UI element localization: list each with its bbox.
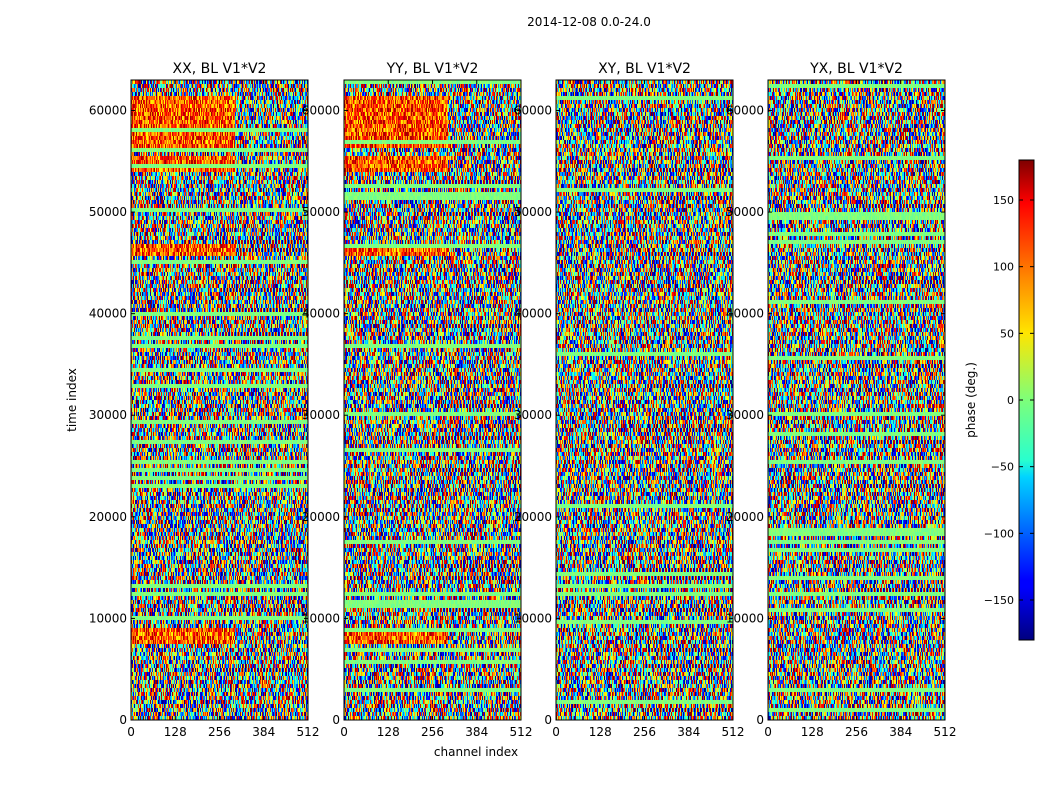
colorbar-tick-label: 50 — [1000, 327, 1014, 340]
y-tick-label: 10000 — [89, 611, 127, 625]
panel-title: YX, BL V1*V2 — [809, 61, 903, 77]
panel-yx: YX, BL V1*V2 0 128 256 384 512 0 10000 20000 3000… — [726, 61, 957, 739]
y-tick-label: 10000 — [726, 611, 764, 625]
x-tick-label: 256 — [845, 725, 868, 739]
x-tick-label: 384 — [889, 725, 912, 739]
y-tick-label: 50000 — [302, 205, 340, 219]
x-tick-label: 256 — [208, 725, 231, 739]
y-tick-label: 20000 — [302, 510, 340, 524]
panel-title: YY, BL V1*V2 — [386, 61, 479, 77]
y-tick-label: 40000 — [726, 307, 764, 321]
x-tick-label: 512 — [722, 725, 745, 739]
x-tick-label: 512 — [934, 725, 957, 739]
y-tick-label: 40000 — [89, 307, 127, 321]
y-tick-label: 30000 — [302, 408, 340, 422]
y-tick-label: 30000 — [726, 408, 764, 422]
x-tick-label: 128 — [801, 725, 824, 739]
colorbar-tick-label: −150 — [984, 594, 1014, 607]
x-tick-label: 128 — [377, 725, 400, 739]
y-tick-label: 60000 — [726, 103, 764, 117]
panel-yy: YY, BL V1*V2 0 128 256 384 512 0 10000 20000 3000… — [302, 61, 533, 739]
colorbar-tick-label: −100 — [984, 527, 1014, 540]
y-tick-label: 60000 — [514, 103, 552, 117]
x-tick-label: 0 — [340, 725, 348, 739]
y-tick-label: 0 — [544, 713, 552, 727]
figure-suptitle: 2014-12-08 0.0-24.0 — [527, 15, 651, 29]
y-tick-label: 20000 — [726, 510, 764, 524]
y-tick-label: 0 — [756, 713, 764, 727]
x-tick-label: 256 — [633, 725, 656, 739]
panels: XX, BL V1*V2 0 128 256 384 512 0 10000 20000 3000… — [89, 61, 957, 739]
panel-xy-image — [556, 80, 733, 720]
y-tick-label: 60000 — [89, 103, 127, 117]
x-tick-label: 128 — [589, 725, 612, 739]
panel-xx: XX, BL V1*V2 0 128 256 384 512 0 10000 20000 3000… — [89, 61, 320, 739]
y-tick-label: 40000 — [302, 307, 340, 321]
y-tick-label: 60000 — [302, 103, 340, 117]
x-tick-label: 384 — [252, 725, 275, 739]
x-tick-label: 512 — [297, 725, 320, 739]
colorbar-label: phase (deg.) — [964, 362, 978, 438]
x-tick-label: 128 — [164, 725, 187, 739]
panel-yy-image — [344, 80, 521, 720]
panel-xy: XY, BL V1*V2 0 128 256 384 512 0 10000 20000 3000… — [514, 61, 745, 739]
colorbar: 150 100 50 0 −50 −100 −150 phase (deg.) — [964, 159, 1035, 641]
colorbar-tick-label: −50 — [991, 461, 1014, 474]
y-tick-label: 30000 — [89, 408, 127, 422]
x-tick-label: 0 — [552, 725, 560, 739]
y-tick-label: 50000 — [514, 205, 552, 219]
colorbar-tick-label: 100 — [993, 261, 1014, 274]
y-tick-label: 0 — [119, 713, 127, 727]
x-tick-label: 384 — [677, 725, 700, 739]
y-tick-label: 0 — [332, 713, 340, 727]
y-tick-label: 10000 — [514, 611, 552, 625]
panel-xx-image — [131, 80, 308, 720]
x-tick-label: 0 — [127, 725, 135, 739]
x-tick-label: 256 — [421, 725, 444, 739]
y-tick-label: 10000 — [302, 611, 340, 625]
y-tick-label: 20000 — [89, 510, 127, 524]
x-tick-label: 384 — [465, 725, 488, 739]
panel-title: XX, BL V1*V2 — [173, 61, 267, 77]
panel-title: XY, BL V1*V2 — [598, 61, 691, 77]
y-tick-label: 30000 — [514, 408, 552, 422]
y-axis-label: time index — [65, 368, 79, 432]
y-tick-label: 50000 — [726, 205, 764, 219]
colorbar-ticks: 150 100 50 0 −50 −100 −150 — [984, 194, 1034, 607]
colorbar-tick-label: 0 — [1007, 394, 1014, 407]
y-tick-label: 20000 — [514, 510, 552, 524]
colorbar-tick-label: 150 — [993, 194, 1014, 207]
panel-yx-image — [768, 80, 945, 720]
x-axis-label: channel index — [434, 745, 518, 759]
x-tick-label: 0 — [764, 725, 772, 739]
y-tick-label: 40000 — [514, 307, 552, 321]
y-tick-label: 50000 — [89, 205, 127, 219]
x-tick-label: 512 — [510, 725, 533, 739]
